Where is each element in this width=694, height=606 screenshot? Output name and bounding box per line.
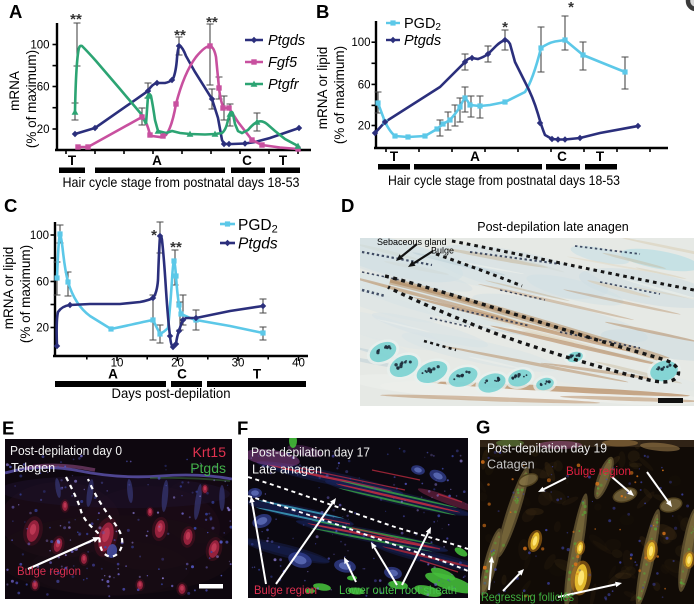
svg-text:Post-depilation day 17: Post-depilation day 17 [251,446,370,460]
svg-text:Ptgds: Ptgds [238,236,278,253]
svg-text:Bulge region: Bulge region [566,464,631,478]
svg-text:A: A [108,367,118,382]
svg-text:B: B [316,1,329,22]
svg-text:T: T [253,367,262,382]
svg-text:Ptgds: Ptgds [190,460,226,476]
svg-text:Hair cycle stage from postnata: Hair cycle stage from postnatal days 18-… [63,175,300,190]
svg-text:C: C [4,195,17,216]
svg-text:Post-depilation day 0: Post-depilation day 0 [10,444,122,458]
svg-text:A: A [470,149,480,164]
svg-text:**: ** [70,11,82,28]
svg-text:**: ** [206,14,218,31]
svg-text:*: * [568,0,574,16]
svg-text:Ptgds: Ptgds [268,33,305,49]
svg-text:Hair cycle stage from postnata: Hair cycle stage from postnatal days 18-… [388,173,620,188]
svg-text:10: 10 [111,358,124,370]
svg-text:(% of maximum): (% of maximum) [332,46,347,144]
svg-text:100: 100 [351,37,370,49]
svg-text:*: * [502,19,508,36]
svg-text:T: T [68,153,77,168]
svg-text:T: T [390,149,399,164]
svg-text:T: T [596,149,605,164]
svg-text:*: * [151,227,157,244]
svg-text:(% of maximum): (% of maximum) [18,245,33,343]
svg-text:Bulge region: Bulge region [17,564,81,578]
svg-text:Telogen: Telogen [11,461,55,475]
svg-text:F: F [237,418,248,439]
svg-text:Post-depilation late anagen: Post-depilation late anagen [477,220,629,234]
svg-text:C: C [177,367,187,382]
svg-text:30: 30 [232,358,245,370]
svg-text:Days post-depilation: Days post-depilation [112,386,231,401]
svg-text:E: E [2,418,14,439]
svg-text:40: 40 [292,358,305,370]
svg-text:Catagen: Catagen [487,458,535,472]
svg-text:G: G [476,417,490,438]
svg-text:20: 20 [171,358,184,370]
svg-text:60: 60 [37,82,50,94]
svg-text:PGD2: PGD2 [238,217,278,236]
svg-text:C: C [557,149,567,164]
svg-text:mRNA or lipid: mRNA or lipid [1,247,16,330]
svg-text:Krt15: Krt15 [193,444,227,460]
svg-text:Post-depilation day 19: Post-depilation day 19 [487,442,607,456]
svg-text:A: A [9,1,22,22]
svg-text:60: 60 [36,277,49,289]
svg-text:Lower outer root sheath: Lower outer root sheath [339,583,457,597]
svg-text:Late anagen: Late anagen [252,463,322,477]
svg-text:Ptgfr: Ptgfr [268,77,300,93]
svg-text:20: 20 [36,323,49,335]
svg-text:Ptgds: Ptgds [404,33,441,49]
svg-text:PGD2: PGD2 [404,16,441,33]
svg-text:mRNA or lipid: mRNA or lipid [315,47,330,130]
svg-text:T: T [279,153,288,168]
svg-text:100: 100 [30,40,49,52]
svg-text:Regressing follicles: Regressing follicles [481,590,574,604]
svg-text:(% of maximum): (% of maximum) [24,50,39,148]
svg-text:60: 60 [358,79,371,91]
svg-text:**: ** [174,27,186,44]
svg-text:D: D [341,195,354,216]
svg-text:Sebaceous gland: Sebaceous gland [377,237,447,247]
svg-text:mRNA: mRNA [7,71,22,111]
svg-text:Bulge region: Bulge region [254,583,317,597]
svg-text:Bulge: Bulge [431,246,454,256]
svg-text:20: 20 [358,121,371,133]
svg-text:C: C [242,153,252,168]
svg-text:20: 20 [37,124,50,136]
svg-text:100: 100 [30,230,49,242]
svg-text:**: ** [170,239,182,256]
svg-text:A: A [152,153,162,168]
svg-text:Fgf5: Fgf5 [268,55,298,71]
